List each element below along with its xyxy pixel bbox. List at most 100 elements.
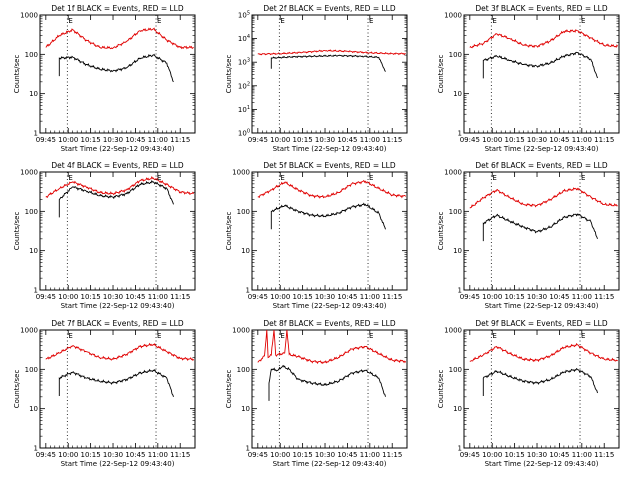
panel-title: Det 4f BLACK = Events, RED = LLD [51, 161, 184, 170]
detector-panel-1: Det 1f BLACK = Events, RED = LLD 1 10 100 10… [13, 4, 196, 153]
y-tick-label: 1000 [444, 12, 462, 20]
time-marker-label: E [280, 174, 284, 182]
time-marker-label: E [492, 174, 496, 182]
detector-panel-7: Det 7f BLACK = Events, RED = LLD 1 10 100 10… [13, 319, 196, 468]
x-axis-label: Start Time (22-Sep-12 09:43:40) [61, 302, 175, 310]
x-tick-label: 10:15 [81, 293, 101, 301]
y-tick-label: 10 [29, 247, 38, 255]
x-tick-label: 11:15 [382, 293, 402, 301]
panel-title: Det 8f BLACK = Events, RED = LLD [263, 319, 396, 328]
detector-panel-2: Det 2f BLACK = Events, RED = LLD 100 101 10… [225, 4, 408, 153]
x-tick-label: 10:00 [58, 451, 78, 459]
x-tick-label: 10:15 [81, 136, 101, 144]
panel-title: Det 1f BLACK = Events, RED = LLD [51, 4, 184, 13]
y-tick-label: 1000 [20, 327, 38, 335]
x-tick-label: 10:00 [482, 451, 502, 459]
x-tick-label: 11:00 [572, 451, 592, 459]
x-tick-label: 10:15 [293, 293, 313, 301]
y-tick-label: 1 [34, 445, 38, 453]
y-tick-label: 1000 [20, 12, 38, 20]
x-tick-label: 10:30 [315, 136, 335, 144]
series-lld-line [469, 29, 619, 49]
time-marker-label: E [157, 17, 161, 25]
y-tick-label: 10 [453, 247, 462, 255]
time-marker-label: E [492, 17, 496, 25]
time-marker-label: E [369, 17, 373, 25]
y-tick-label: 100 [237, 366, 250, 374]
y-tick-label: 104 [238, 34, 250, 43]
x-axis-label: Start Time (22-Sep-12 09:43:40) [61, 145, 175, 153]
x-tick-label: 11:00 [148, 451, 168, 459]
x-tick-label: 09:45 [248, 293, 268, 301]
time-marker-label: E [492, 332, 496, 340]
plot-frame [251, 14, 408, 134]
x-tick-label: 10:15 [505, 451, 525, 459]
x-tick-label: 10:15 [293, 451, 313, 459]
x-tick-label: 10:30 [103, 136, 123, 144]
time-marker-label: E [369, 332, 373, 340]
x-tick-label: 10:30 [527, 451, 547, 459]
y-tick-label: 1 [458, 287, 462, 295]
detector-panel-3: Det 3f BLACK = Events, RED = LLD 1 10 100 10… [437, 4, 620, 153]
series-lld-line [257, 329, 407, 365]
x-tick-label: 11:15 [170, 451, 190, 459]
x-tick-label: 09:45 [36, 293, 56, 301]
time-marker-label: E [581, 174, 585, 182]
x-axis-label: Start Time (22-Sep-12 09:43:40) [273, 460, 387, 468]
y-tick-label: 100 [449, 51, 462, 59]
detector-panel-8: Det 8f BLACK = Events, RED = LLD 1 10 100 10… [225, 319, 408, 468]
series-events-line [482, 51, 598, 79]
series-events-line [58, 368, 174, 397]
series-events-line [58, 179, 174, 218]
x-tick-label: 10:30 [315, 451, 335, 459]
x-tick-label: 10:30 [103, 293, 123, 301]
x-tick-label: 11:00 [360, 136, 380, 144]
y-tick-label: 10 [453, 90, 462, 98]
x-tick-label: 09:45 [248, 136, 268, 144]
x-axis-label: Start Time (22-Sep-12 09:43:40) [273, 145, 387, 153]
detector-panel-4: Det 4f BLACK = Events, RED = LLD 1 10 100 10… [13, 161, 196, 310]
y-axis-label: Counts/sec [437, 55, 445, 94]
y-tick-label: 100 [237, 208, 250, 216]
series-events-line [482, 213, 598, 242]
y-axis-label: Counts/sec [13, 212, 21, 251]
x-tick-label: 10:15 [505, 136, 525, 144]
detector-panel-9: Det 9f BLACK = Events, RED = LLD 1 10 100 10… [437, 319, 620, 468]
x-tick-label: 09:45 [460, 136, 480, 144]
x-tick-label: 10:30 [527, 293, 547, 301]
y-tick-label: 1 [246, 287, 250, 295]
y-tick-label: 1 [458, 130, 462, 138]
time-marker-label: E [581, 17, 585, 25]
y-tick-label: 10 [453, 405, 462, 413]
y-tick-label: 102 [238, 81, 250, 90]
y-axis-label: Counts/sec [13, 370, 21, 409]
y-tick-label: 103 [238, 58, 250, 67]
plot-frame [39, 171, 196, 291]
series-lld-line [257, 179, 407, 199]
x-axis-label: Start Time (22-Sep-12 09:43:40) [485, 460, 599, 468]
time-marker-label: E [68, 332, 72, 340]
x-tick-label: 10:45 [549, 293, 569, 301]
x-axis-label: Start Time (22-Sep-12 09:43:40) [273, 302, 387, 310]
y-tick-label: 1000 [20, 169, 38, 177]
y-tick-label: 1 [246, 445, 250, 453]
panel-title: Det 7f BLACK = Events, RED = LLD [51, 319, 184, 328]
y-tick-label: 10 [29, 90, 38, 98]
y-tick-label: 10 [241, 247, 250, 255]
series-events-line [268, 364, 386, 401]
x-tick-label: 10:00 [270, 451, 290, 459]
series-lld-line [45, 175, 195, 199]
y-tick-label: 1000 [444, 327, 462, 335]
x-tick-label: 10:45 [125, 451, 145, 459]
y-tick-label: 100 [449, 366, 462, 374]
x-tick-label: 09:45 [36, 136, 56, 144]
y-tick-label: 1000 [444, 169, 462, 177]
y-tick-label: 1 [34, 287, 38, 295]
y-tick-label: 10 [29, 405, 38, 413]
x-axis-label: Start Time (22-Sep-12 09:43:40) [485, 145, 599, 153]
x-tick-label: 09:45 [36, 451, 56, 459]
panel-title: Det 3f BLACK = Events, RED = LLD [475, 4, 608, 13]
x-tick-label: 09:45 [248, 451, 268, 459]
x-tick-label: 10:00 [58, 136, 78, 144]
